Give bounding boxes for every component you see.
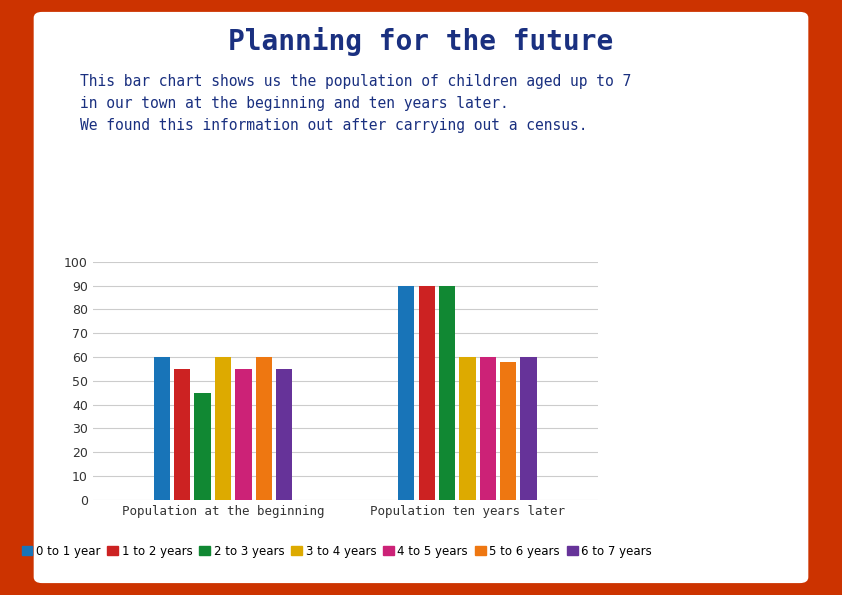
Bar xyxy=(439,286,456,500)
Bar xyxy=(418,286,434,500)
Text: This bar chart shows us the population of children aged up to 7
in our town at t: This bar chart shows us the population o… xyxy=(80,74,632,133)
Bar xyxy=(459,357,476,500)
Bar xyxy=(154,357,170,500)
Bar xyxy=(195,393,210,500)
Bar xyxy=(500,362,516,500)
Legend: 0 to 1 year, 1 to 2 years, 2 to 3 years, 3 to 4 years, 4 to 5 years, 5 to 6 year: 0 to 1 year, 1 to 2 years, 2 to 3 years,… xyxy=(17,540,657,562)
Text: Planning for the future: Planning for the future xyxy=(228,27,614,56)
Bar xyxy=(235,369,252,500)
Bar xyxy=(174,369,190,500)
Bar xyxy=(398,286,414,500)
Bar xyxy=(520,357,536,500)
Bar xyxy=(480,357,496,500)
Bar xyxy=(276,369,292,500)
Bar xyxy=(256,357,272,500)
Bar xyxy=(215,357,232,500)
